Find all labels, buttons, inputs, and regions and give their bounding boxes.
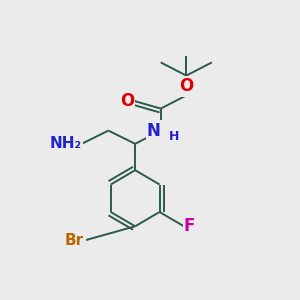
Text: Br: Br [65, 233, 84, 248]
Text: H: H [169, 130, 179, 142]
Text: F: F [184, 217, 195, 235]
Text: O: O [120, 92, 134, 110]
Text: O: O [179, 77, 194, 95]
Text: N: N [147, 122, 161, 140]
Text: NH₂: NH₂ [50, 136, 82, 151]
